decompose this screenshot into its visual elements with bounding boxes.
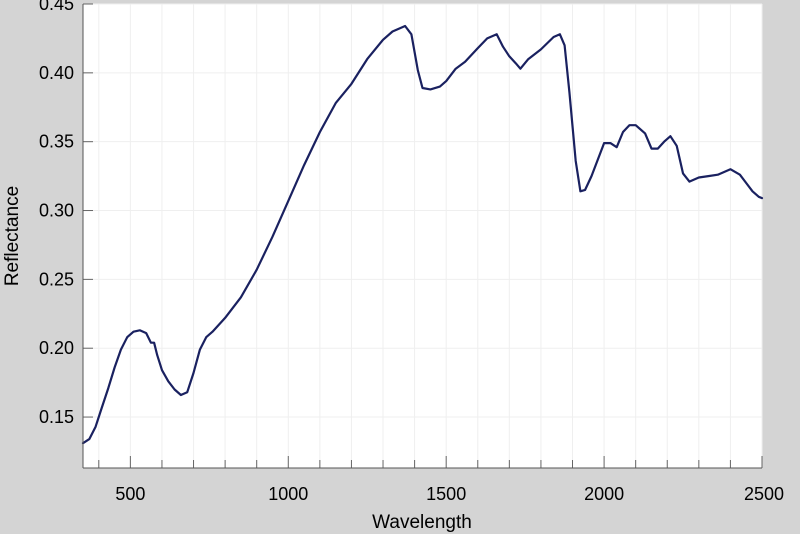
x-tick-label: 2000 [584,484,624,504]
y-tick-label: 0.35 [39,132,74,152]
axis-ticks [83,3,763,468]
y-tick-label: 0.30 [39,201,74,221]
plot-area [83,4,762,468]
y-axis-title: Reflectance [2,186,23,286]
x-tick-label: 500 [115,484,145,504]
x-tick-label: 1000 [268,484,308,504]
y-tick-label: 0.15 [39,407,74,427]
x-tick-labels: 500 1000 1500 2000 2500 [115,484,784,504]
x-tick-label: 1500 [426,484,466,504]
y-tick-labels: 0.15 0.20 0.25 0.30 0.35 0.40 0.45 [39,0,74,427]
x-tick-label: 2500 [744,484,784,504]
x-axis-title: Wavelength [372,512,472,533]
y-tick-label: 0.45 [39,0,74,14]
y-tick-label: 0.40 [39,63,74,83]
y-tick-label: 0.25 [39,269,74,289]
y-tick-label: 0.20 [39,338,74,358]
reflectance-line [81,24,764,445]
